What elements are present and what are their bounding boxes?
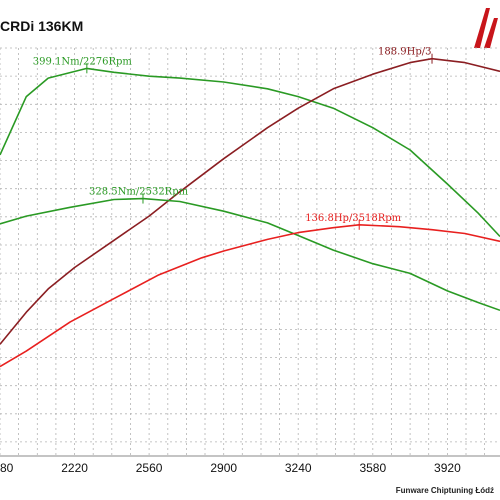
x-tick-label: 3240 <box>285 461 312 475</box>
logo-shape <box>474 8 498 48</box>
series-line-torque_stock <box>0 197 500 312</box>
x-tick-label: 2220 <box>61 461 88 475</box>
series-line-power_stock <box>0 224 500 368</box>
x-tick-label: 1880 <box>0 461 14 475</box>
x-tick-label: 3920 <box>434 461 461 475</box>
watermark: Funware Chiptuning Łódź <box>395 486 494 495</box>
annotation-label: 136.8Hp/3518Rpm <box>305 213 401 224</box>
x-tick-label: 3580 <box>359 461 386 475</box>
annotation-label: 188.9Hp/3 <box>378 47 431 58</box>
annotations: 399.1Nm/2276Rpm 328.5Nm/2532Rpm 188.9Hp/3 1… <box>33 47 433 230</box>
page-title: CRDi 136KM <box>0 18 84 34</box>
x-tick-label: 2900 <box>210 461 237 475</box>
series-line-torque_tuned <box>0 67 500 238</box>
x-tick-label: 2560 <box>136 461 163 475</box>
x-axis-ticks: 1880 2220 2560 2900 3240 3580 3920 <box>0 461 461 475</box>
annotation-label: 399.1Nm/2276Rpm <box>33 56 133 67</box>
grid <box>0 47 500 457</box>
annotation-label: 328.5Nm/2532Rpm <box>89 187 189 198</box>
logo-mark <box>474 8 498 48</box>
series-line-power_tuned <box>0 57 500 345</box>
series-layer <box>0 57 500 368</box>
